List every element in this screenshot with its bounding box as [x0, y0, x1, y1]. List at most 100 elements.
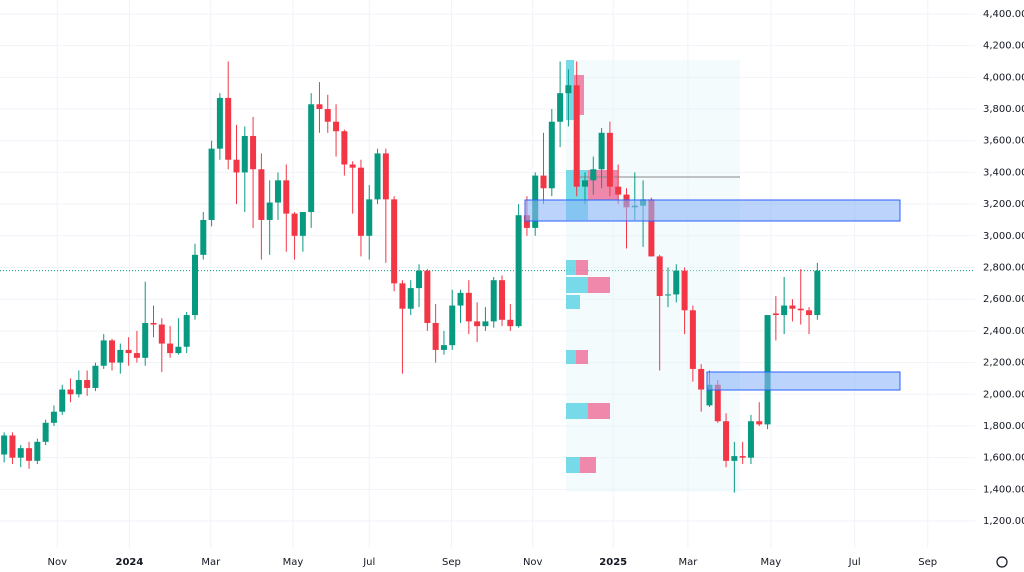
x-tick-label: Jul: [848, 557, 861, 568]
y-tick-label: 3,200.00: [983, 199, 1024, 210]
candle-body: [764, 315, 771, 425]
candle-body: [100, 340, 107, 366]
y-tick-label: 2,200.00: [983, 358, 1024, 369]
candle-body: [432, 322, 439, 350]
candle-body: [548, 121, 555, 189]
candle-body: [457, 292, 464, 306]
candle-body: [590, 169, 597, 181]
candle-body: [490, 280, 497, 322]
candle-body: [299, 212, 306, 236]
candle-body: [689, 310, 696, 369]
y-tick-label: 1,800.00: [983, 421, 1024, 432]
candle-body: [42, 422, 49, 442]
candle-body: [67, 389, 74, 395]
y-tick-label: 1,400.00: [983, 484, 1024, 495]
candle-body: [92, 365, 99, 388]
y-tick-label: 1,600.00: [983, 453, 1024, 464]
candle-body: [175, 346, 182, 354]
volume-profile-range: [566, 60, 740, 492]
candle-body: [382, 153, 389, 200]
candle-body: [706, 384, 713, 406]
grid: [0, 0, 975, 548]
candle-body: [84, 380, 91, 388]
candle-body: [109, 340, 116, 363]
candle-body: [357, 167, 364, 236]
candle-body: [465, 292, 472, 322]
candle-body: [449, 305, 456, 346]
profile-bar: [566, 277, 588, 293]
y-tick-label: 2,000.00: [983, 389, 1024, 400]
candle-body: [274, 180, 281, 203]
candle-body: [366, 199, 373, 236]
candle-body: [515, 215, 522, 327]
candle-body: [806, 310, 813, 316]
x-tick-label: Mar: [201, 557, 221, 568]
y-tick-label: 3,800.00: [983, 104, 1024, 115]
candle-body: [482, 321, 489, 327]
candle-body: [440, 345, 447, 350]
profile-bar: [566, 403, 588, 419]
profile-bar: [576, 260, 588, 275]
candle-body: [125, 349, 132, 354]
candle-body: [216, 97, 223, 149]
candle-body: [731, 456, 738, 461]
candle-body: [59, 389, 66, 412]
candle-body: [424, 270, 431, 323]
candle-body: [250, 135, 257, 170]
candle-body: [656, 256, 663, 297]
candle-body: [507, 319, 514, 327]
candle-body: [333, 121, 340, 132]
x-tick-label: Jul: [362, 557, 375, 568]
candle-body: [814, 270, 821, 316]
candle-body: [673, 270, 680, 295]
y-tick-label: 2,800.00: [983, 263, 1024, 274]
x-tick-label: May: [283, 557, 304, 568]
axes: 1,200.00 1,400.00 1,600.00 1,800.00 2,000.00…: [47, 9, 1024, 568]
candle-body: [225, 97, 232, 160]
candle-body: [565, 85, 572, 94]
candle-body: [598, 132, 605, 170]
candle-body: [258, 169, 265, 220]
candle-body: [540, 175, 547, 189]
candle-body: [50, 411, 57, 423]
candle-body: [241, 135, 248, 173]
x-tick-label: 2025: [599, 557, 627, 568]
candle-body: [499, 280, 506, 320]
candle-body: [150, 322, 157, 325]
candle-body: [789, 305, 796, 309]
candle-body: [349, 164, 356, 168]
profile-bar: [580, 457, 596, 473]
candle-body: [416, 270, 423, 289]
y-tick-label: 1,200.00: [983, 516, 1024, 527]
profile-bar: [566, 295, 580, 309]
candle-body: [291, 213, 298, 236]
candle-body: [233, 159, 240, 173]
profile-bar: [588, 277, 610, 293]
candle-body: [681, 270, 688, 311]
settings-icon[interactable]: [996, 556, 1008, 568]
candle-body: [17, 448, 24, 458]
y-tick-label: 4,000.00: [983, 72, 1024, 83]
candle-body: [142, 322, 149, 358]
candle-body: [308, 104, 315, 213]
candle-body: [723, 421, 730, 461]
candle-body: [747, 421, 754, 458]
candle-body: [391, 199, 398, 284]
candle-body: [283, 180, 290, 214]
candle-body: [1, 435, 8, 455]
candle-body: [557, 93, 564, 122]
candle-body: [407, 288, 414, 309]
x-tick-label: 2024: [116, 557, 144, 568]
candle-body: [133, 353, 140, 358]
y-tick-label: 2,400.00: [983, 326, 1024, 337]
x-tick-label: Nov: [523, 557, 543, 568]
candle-body: [200, 219, 207, 255]
candle-body: [582, 180, 588, 187]
candle-body: [208, 148, 215, 220]
x-tick-label: Sep: [442, 557, 461, 568]
candle-body: [648, 199, 655, 257]
candle-body: [615, 186, 622, 195]
candle-body: [523, 215, 530, 228]
